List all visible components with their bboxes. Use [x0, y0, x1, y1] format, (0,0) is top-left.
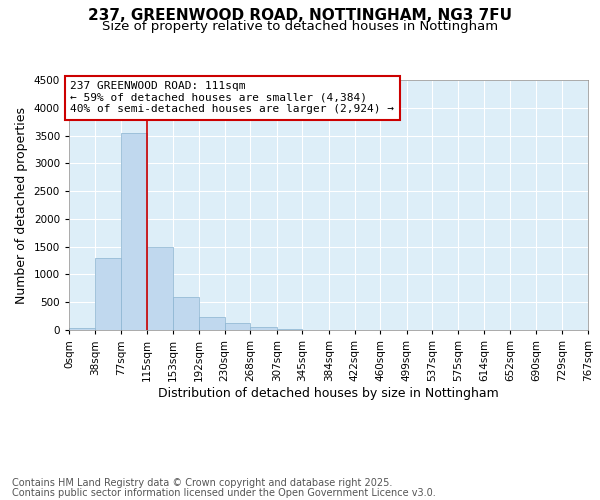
Text: 237 GREENWOOD ROAD: 111sqm
← 59% of detached houses are smaller (4,384)
40% of s: 237 GREENWOOD ROAD: 111sqm ← 59% of deta… — [70, 81, 394, 114]
Bar — [199, 316, 224, 330]
Text: Contains public sector information licensed under the Open Government Licence v3: Contains public sector information licen… — [12, 488, 436, 498]
Text: 237, GREENWOOD ROAD, NOTTINGHAM, NG3 7FU: 237, GREENWOOD ROAD, NOTTINGHAM, NG3 7FU — [88, 8, 512, 22]
Bar — [121, 134, 147, 330]
Bar — [69, 328, 95, 330]
Bar — [173, 296, 199, 330]
Bar — [147, 246, 173, 330]
Y-axis label: Number of detached properties: Number of detached properties — [15, 106, 28, 304]
Bar — [95, 258, 121, 330]
Bar — [277, 329, 302, 330]
X-axis label: Distribution of detached houses by size in Nottingham: Distribution of detached houses by size … — [158, 386, 499, 400]
Bar — [250, 326, 277, 330]
Text: Size of property relative to detached houses in Nottingham: Size of property relative to detached ho… — [102, 20, 498, 33]
Bar — [224, 323, 250, 330]
Text: Contains HM Land Registry data © Crown copyright and database right 2025.: Contains HM Land Registry data © Crown c… — [12, 478, 392, 488]
